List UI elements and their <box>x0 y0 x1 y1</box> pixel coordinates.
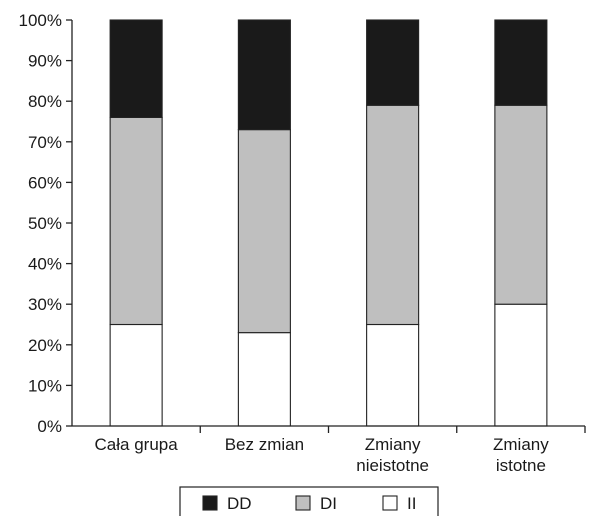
bar-segment-ii <box>109 323 163 427</box>
bar-segment-dd <box>494 19 548 106</box>
y-tick-label: 100% <box>19 11 62 30</box>
legend: DD DI II <box>179 486 439 516</box>
bar-segment-dd <box>366 19 420 106</box>
y-tick-label: 10% <box>28 376 62 395</box>
bar-segment-dd <box>109 19 163 118</box>
y-tick-label: 70% <box>28 133 62 152</box>
legend-swatch-di <box>295 495 311 511</box>
x-category-label: Bez zmian <box>225 435 304 454</box>
bar-segment-di <box>494 104 548 305</box>
bars <box>109 19 548 427</box>
y-tick-label: 40% <box>28 255 62 274</box>
y-tick-label: 50% <box>28 214 62 233</box>
legend-label-dd: DD <box>227 494 252 513</box>
legend-swatch-dd <box>202 495 218 511</box>
x-category-label: nieistotne <box>356 456 429 475</box>
y-axis: 0% 10% 20% 30% 40% 50% 60% 70% 80% 90% 100% <box>19 11 73 436</box>
bar-segment-di <box>237 129 291 334</box>
x-category-label: istotne <box>496 456 546 475</box>
bar-segment-ii <box>366 323 420 427</box>
y-tick-label: 90% <box>28 52 62 71</box>
bar-segment-di <box>366 104 420 326</box>
legend-swatch-ii <box>382 495 398 511</box>
y-tick-label: 30% <box>28 295 62 314</box>
bar-segment-di <box>109 116 163 326</box>
bar-segment-ii <box>494 303 548 427</box>
x-category-label: Zmiany <box>365 435 421 454</box>
legend-label-di: DI <box>320 494 337 513</box>
bar-segment-ii <box>237 332 291 427</box>
y-tick-label: 20% <box>28 336 62 355</box>
x-category-label: Cała grupa <box>95 435 179 454</box>
x-axis: Cała grupa Bez zmian Zmiany nieistotne Zmian… <box>72 425 586 475</box>
legend-label-ii: II <box>407 494 416 513</box>
y-tick-label: 60% <box>28 173 62 192</box>
bar-segment-dd <box>237 19 291 131</box>
y-tick-label: 80% <box>28 92 62 111</box>
x-category-label: Zmiany <box>493 435 549 454</box>
y-tick-label: 0% <box>37 417 62 436</box>
